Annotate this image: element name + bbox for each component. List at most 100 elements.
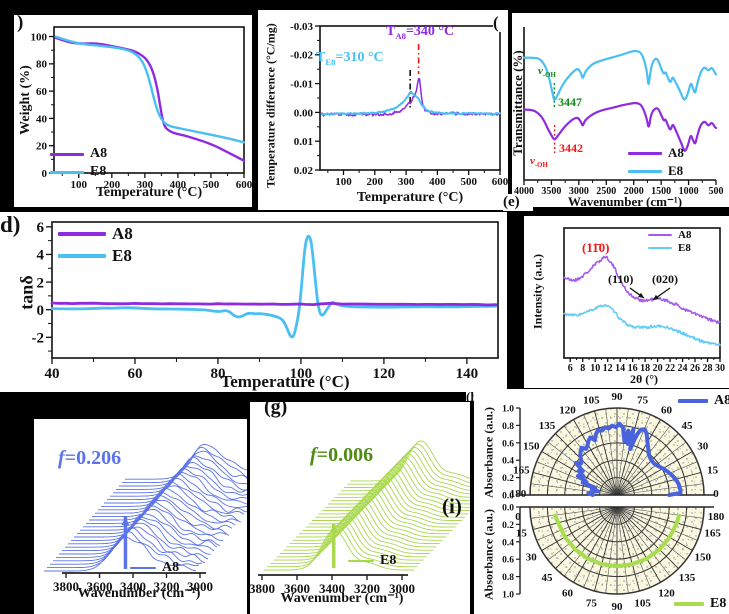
svg-text:200: 200	[367, 176, 384, 188]
a8-legend-line	[648, 234, 672, 236]
svg-text:3000: 3000	[569, 186, 589, 197]
e-legend-a8: A8	[648, 229, 691, 241]
panel-a-tga: 100 200 300 400 500 600 0 20 40 60 80 100 ) Weight …	[14, 15, 252, 207]
c-legend-e8-label: E8	[668, 163, 684, 178]
svg-text:40: 40	[45, 366, 60, 382]
svg-text:100: 100	[335, 176, 352, 188]
svg-text:15: 15	[707, 464, 719, 476]
svg-text:0.6: 0.6	[502, 556, 514, 566]
svg-text:0.8: 0.8	[502, 573, 514, 583]
d-xlabel: Temperature (°C)	[220, 372, 350, 391]
svg-text:-0.02: -0.02	[290, 50, 313, 62]
svg-text:3500: 3500	[541, 186, 561, 197]
e8-legend-line	[50, 170, 84, 174]
e8-legend-line	[628, 169, 662, 173]
svg-text:0: 0	[37, 303, 45, 319]
panel-d-dma: 40 60 80 100 120 140 -2 0 2 4 6 d) tanδ Temperatur…	[0, 212, 507, 392]
panel-i-label: (i)	[442, 494, 462, 518]
svg-text:0.6: 0.6	[502, 439, 514, 449]
svg-text:200: 200	[104, 179, 121, 191]
svg-text:3600: 3600	[284, 581, 310, 596]
svg-text:80: 80	[210, 366, 225, 382]
panel-a-label-fragment: )	[17, 15, 24, 33]
svg-text:30: 30	[715, 363, 725, 374]
c-legend-a8: A8	[628, 145, 684, 161]
svg-text:600: 600	[492, 176, 508, 188]
svg-text:100: 100	[290, 366, 313, 382]
a8-legend-line	[50, 152, 84, 156]
e-legend-e8-label: E8	[678, 242, 691, 254]
svg-text:20: 20	[36, 141, 48, 153]
svg-text:0.02: 0.02	[294, 165, 314, 177]
svg-text:90: 90	[612, 601, 624, 613]
svg-text:45: 45	[682, 420, 694, 432]
c-legend-a8-label: A8	[668, 145, 684, 160]
svg-text:3400: 3400	[319, 581, 345, 596]
h-legend-a8: A8	[678, 393, 729, 409]
polar-a8-svg: 01530456075901051201351501651800.00.20.4…	[502, 391, 719, 502]
svg-text:60: 60	[661, 404, 673, 416]
svg-text:24: 24	[678, 363, 688, 374]
svg-text:180: 180	[510, 488, 527, 500]
b-annotation-te8: TE8=310 °C	[316, 50, 384, 67]
a-legend-a8: A8	[50, 146, 107, 162]
panel-e-label: (e)	[503, 194, 533, 211]
svg-text:18: 18	[640, 363, 650, 374]
svg-text:6: 6	[37, 220, 45, 236]
c-ylabel: Transmittance (%)	[512, 50, 525, 156]
svg-text:300: 300	[137, 179, 154, 191]
svg-text:90: 90	[612, 391, 624, 403]
svg-text:-0.01: -0.01	[290, 78, 313, 90]
a8-legend-line	[628, 151, 662, 155]
d-legend-a8: A8	[58, 224, 133, 244]
svg-text:10: 10	[590, 363, 600, 374]
e-ylabel: Intensity (a.u.)	[530, 254, 545, 330]
tga-plot-svg: 100 200 300 400 500 600 0 20 40 60 80 100	[31, 26, 252, 191]
h-ylabel: Absorbance (a.u.)	[481, 407, 496, 499]
svg-text:135: 135	[679, 572, 696, 584]
svg-text:105: 105	[583, 394, 600, 406]
waterfall-e8-svg: 3800 3600 3400 3200 3000	[250, 440, 470, 596]
c-peak-3442: 3442	[559, 141, 583, 155]
svg-text:500: 500	[203, 179, 220, 191]
e8-legend-line	[348, 560, 374, 562]
svg-text:500: 500	[709, 186, 724, 197]
svg-text:100: 100	[31, 31, 48, 43]
b-xlabel: Temperature (°C)	[356, 190, 464, 205]
svg-text:3400: 3400	[120, 579, 146, 594]
svg-text:1000: 1000	[679, 186, 699, 197]
c-voh-a8-annotation: v-OH	[530, 155, 548, 170]
c-xlabel: Wavenumber (cm⁻¹)	[567, 194, 683, 207]
e-xlabel: 2θ (°)	[629, 372, 659, 386]
svg-text:20: 20	[653, 363, 663, 374]
e-peak-110bar: (11̄0)	[582, 240, 610, 255]
e-peak-020: (020)	[652, 272, 678, 286]
a8-legend-line	[678, 399, 708, 403]
i-legend-e8-label: E8	[710, 596, 727, 611]
svg-text:3800: 3800	[250, 581, 275, 596]
svg-text:400: 400	[170, 179, 187, 191]
svg-text:-0.03: -0.03	[290, 21, 313, 33]
svg-text:3600: 3600	[87, 579, 113, 594]
f-value-label: f=0.206	[58, 447, 122, 469]
f-xlabel: Wavenumber (cm⁻¹)	[77, 586, 201, 601]
f-legend-a8: A8	[130, 560, 179, 576]
g-legend-e8-label: E8	[380, 553, 397, 568]
svg-text:60: 60	[562, 588, 574, 600]
svg-text:120: 120	[658, 588, 675, 600]
svg-text:150: 150	[694, 552, 711, 564]
svg-text:12: 12	[603, 363, 613, 374]
svg-text:0: 0	[42, 168, 48, 180]
c-legend-e8: E8	[628, 163, 683, 179]
g-xlabel: Wavenumber (cm⁻¹)	[280, 591, 404, 606]
svg-text:105: 105	[634, 598, 651, 610]
svg-text:2500: 2500	[596, 186, 616, 197]
svg-text:3800: 3800	[53, 579, 79, 594]
panel-g-label: (g)	[264, 402, 288, 418]
svg-text:0.4: 0.4	[502, 457, 514, 467]
svg-text:6: 6	[568, 363, 573, 374]
a-ylabel: Weight (%)	[18, 65, 33, 135]
svg-text:180: 180	[708, 511, 725, 523]
svg-text:0: 0	[515, 511, 521, 523]
svg-text:3200: 3200	[354, 581, 380, 596]
